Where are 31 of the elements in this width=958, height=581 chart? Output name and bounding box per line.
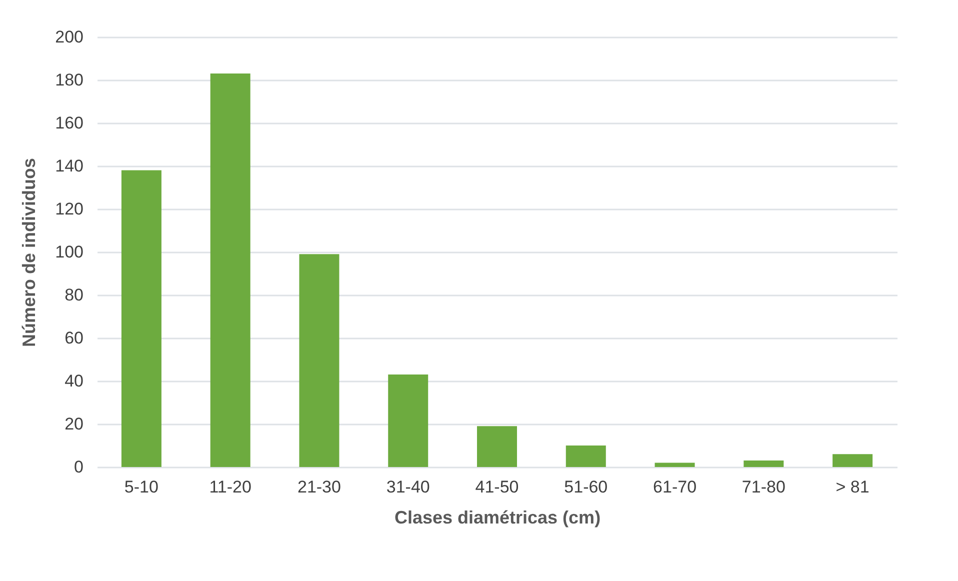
y-tick-label: 60 xyxy=(64,328,84,348)
bar xyxy=(210,74,250,467)
bar xyxy=(744,460,784,467)
bar xyxy=(654,462,695,467)
x-tick-label: 11-20 xyxy=(209,478,252,496)
y-tick-label: 120 xyxy=(55,200,84,218)
bar xyxy=(477,426,517,467)
bar xyxy=(832,454,873,467)
y-tick-label: 100 xyxy=(55,242,84,262)
y-tick-label: 80 xyxy=(64,286,84,304)
x-tick-label: 61-70 xyxy=(653,478,697,496)
x-tick-label: 41-50 xyxy=(475,478,519,496)
bar xyxy=(566,446,606,467)
y-axis-title: Número de individuos xyxy=(19,158,40,348)
y-tick-label: 160 xyxy=(55,114,84,132)
y-tick-label: 200 xyxy=(55,28,84,46)
x-tick-label: > 81 xyxy=(836,478,870,496)
x-tick-label: 21-30 xyxy=(297,478,341,496)
y-tick-label: 20 xyxy=(64,414,84,434)
x-axis-title: Clases diamétricas (cm) xyxy=(394,508,601,528)
x-tick-label: 71-80 xyxy=(742,478,786,496)
bar xyxy=(388,374,428,467)
y-tick-label: 140 xyxy=(55,156,84,176)
bar xyxy=(299,254,340,467)
x-tick-label: 51-60 xyxy=(564,478,608,496)
y-tick-label: 40 xyxy=(64,372,84,390)
x-tick-label: 5-10 xyxy=(124,478,158,496)
y-tick-label: 0 xyxy=(74,458,84,476)
y-tick-label: 180 xyxy=(55,70,84,90)
bar xyxy=(121,170,162,467)
x-tick-label: 31-40 xyxy=(386,478,430,496)
